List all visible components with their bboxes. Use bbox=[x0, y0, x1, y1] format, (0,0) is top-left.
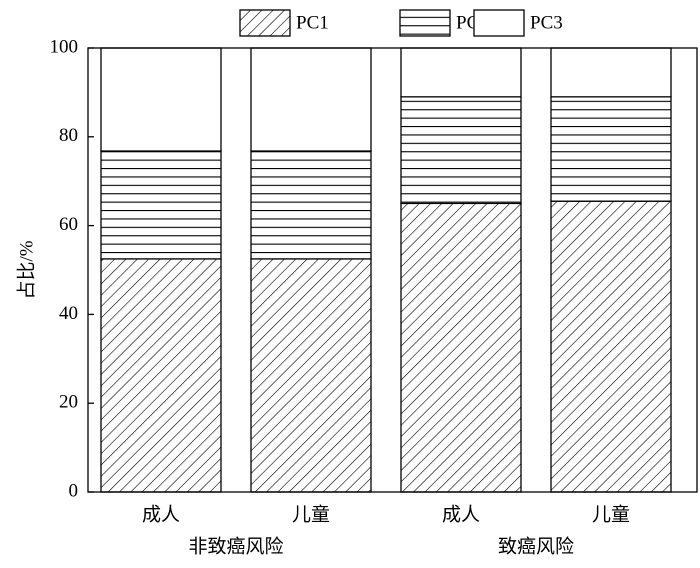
y-tick-label: 60 bbox=[59, 214, 78, 235]
x-tick-label: 成人 bbox=[142, 503, 180, 525]
bar-segment bbox=[100, 150, 222, 260]
bar-segment bbox=[100, 47, 222, 152]
x-tick-label: 成人 bbox=[442, 503, 480, 525]
y-tick-label: 20 bbox=[59, 392, 78, 413]
bar-segment bbox=[250, 258, 372, 493]
bar-segment bbox=[250, 150, 372, 260]
y-tick-label: 40 bbox=[59, 303, 78, 324]
bar-segment bbox=[550, 47, 672, 98]
legend-label: PC3 bbox=[530, 12, 563, 33]
y-tick-label: 0 bbox=[69, 480, 79, 501]
bar-segment bbox=[400, 96, 522, 205]
bar-segment bbox=[400, 47, 522, 98]
legend-label: PC1 bbox=[296, 12, 329, 33]
group-label: 非致癌风险 bbox=[188, 535, 283, 557]
bar-segment bbox=[100, 258, 222, 493]
y-axis-label: 占比/% bbox=[15, 240, 37, 299]
x-tick-label: 儿童 bbox=[592, 503, 630, 525]
plot-frame bbox=[87, 47, 698, 493]
legend-swatch bbox=[473, 9, 525, 37]
legend-swatch bbox=[399, 9, 451, 37]
y-tick-label: 80 bbox=[59, 125, 78, 146]
bar-segment bbox=[400, 202, 522, 493]
bar-segment bbox=[250, 47, 372, 152]
group-label: 致癌风险 bbox=[498, 535, 574, 557]
bar-segment bbox=[550, 96, 672, 202]
x-tick-label: 儿童 bbox=[292, 503, 330, 525]
legend-swatch bbox=[239, 9, 291, 37]
y-tick-label: 100 bbox=[50, 36, 79, 57]
bar-segment bbox=[550, 200, 672, 493]
